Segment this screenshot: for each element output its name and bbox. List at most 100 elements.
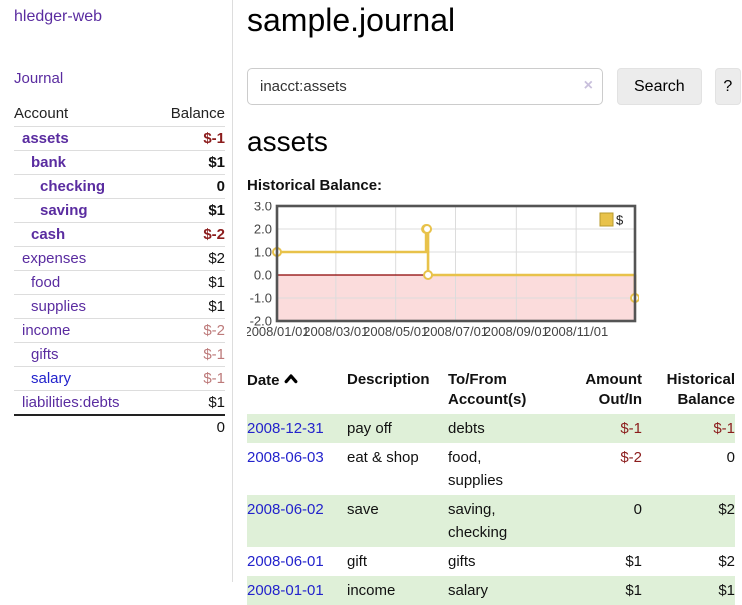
x-tick-label: 2008/07/01 <box>423 324 488 339</box>
account-balance: 0 <box>216 178 225 195</box>
account-row: income $-2 <box>14 318 225 343</box>
transaction-date-link[interactable]: 2008-06-02 <box>247 501 324 518</box>
transaction-date-cell: 2008-12-31 <box>247 414 347 443</box>
search-button[interactable]: Search <box>617 68 702 105</box>
account-row: cash $-2 <box>14 222 225 247</box>
chart-title: Historical Balance: <box>247 177 383 194</box>
brand-link[interactable]: hledger-web <box>14 8 103 25</box>
transaction-description: pay off <box>347 420 392 437</box>
transaction-date-link[interactable]: 2008-01-01 <box>247 582 324 599</box>
register-header-description: Description <box>347 371 430 388</box>
register-header-balance: Historical Balance <box>666 371 735 408</box>
account-name-cell: salary <box>14 367 153 391</box>
account-link[interactable]: food <box>31 274 61 291</box>
transaction-amount: $-1 <box>620 420 642 437</box>
search-input[interactable] <box>247 68 603 105</box>
account-link[interactable]: expenses <box>22 250 87 267</box>
legend-label: $ <box>616 213 624 228</box>
x-tick-label: 2008/01/01 <box>247 324 310 339</box>
account-balance: $2 <box>208 250 225 267</box>
transaction-balance: $2 <box>718 553 735 570</box>
account-name-cell: saving <box>14 199 153 223</box>
account-link[interactable]: saving <box>40 202 88 219</box>
register-header-accounts: To/From Account(s) <box>448 371 527 408</box>
transaction-accounts: saving, checking <box>448 501 508 541</box>
accounts-table: Account Balance assets $-1 bank $1 checking 0… <box>14 102 225 439</box>
account-balance: $-1 <box>203 346 225 363</box>
transaction-amount: $1 <box>625 553 642 570</box>
transaction-description: gift <box>347 553 368 570</box>
transaction-amount: $1 <box>625 582 642 599</box>
transaction-date-link[interactable]: 2008-12-31 <box>247 420 324 437</box>
x-tick-label: 2008/11/01 <box>544 324 608 339</box>
account-balance: $1 <box>208 202 225 219</box>
y-tick-label: 0.0 <box>254 268 272 283</box>
accounts-total-row: 0 <box>14 415 225 439</box>
account-heading: assets <box>247 126 328 157</box>
x-tick-label: 2008/09/01 <box>484 324 549 339</box>
y-tick-label: 1.0 <box>254 245 272 260</box>
data-point-marker <box>423 270 434 280</box>
transaction-description: eat & shop <box>347 449 419 466</box>
transaction-accounts: debts <box>448 420 485 437</box>
account-row: liabilities:debts $1 <box>14 390 225 416</box>
account-name-cell: cash <box>14 223 153 247</box>
transaction-accounts: gifts <box>448 553 476 570</box>
sidebar-item-journal[interactable]: Journal <box>14 70 64 87</box>
sort-ascending-icon <box>284 370 298 390</box>
x-tick-label: 2008/03/01 <box>303 324 368 339</box>
transaction-row[interactable]: 2008-12-31 pay off debts $-1 $-1 <box>247 414 735 443</box>
clear-search-icon[interactable]: × <box>583 77 593 94</box>
account-row: expenses $2 <box>14 246 225 271</box>
x-tick-label: 2008/05/01 <box>363 324 428 339</box>
account-row: bank $1 <box>14 150 225 175</box>
account-balance: $-1 <box>203 370 225 387</box>
sidebar: hledger-web Journal Account Balance asse… <box>0 0 233 582</box>
transaction-balance: $2 <box>718 501 735 518</box>
accounts-header-account: Account <box>14 105 69 122</box>
account-link[interactable]: income <box>22 322 71 339</box>
account-row: gifts $-1 <box>14 342 225 367</box>
account-balance: $1 <box>208 298 225 315</box>
transaction-date-cell: 2008-06-01 <box>247 547 347 576</box>
account-name-cell: supplies <box>14 295 153 319</box>
y-tick-label: -2.0 <box>250 314 272 329</box>
register-header-date[interactable]: Date <box>247 368 347 414</box>
transaction-date-cell: 2008-01-01 <box>247 576 347 605</box>
account-balance: $-1 <box>203 130 225 147</box>
account-link[interactable]: checking <box>40 178 106 195</box>
transaction-date-cell: 2008-06-03 <box>247 443 347 495</box>
account-link[interactable]: cash <box>31 226 66 243</box>
account-name-cell: checking <box>14 175 153 199</box>
search-bar: × Search ? <box>247 68 741 105</box>
transaction-row[interactable]: 2008-06-02 save saving, checking 0 $2 <box>247 495 735 547</box>
transaction-row[interactable]: 2008-06-03 eat & shop food, supplies $-2 0 <box>247 443 735 495</box>
account-link[interactable]: salary <box>31 370 72 387</box>
account-row: assets $-1 <box>14 126 225 151</box>
account-link[interactable]: liabilities:debts <box>22 394 120 411</box>
transaction-amount: 0 <box>633 501 642 518</box>
chart-border <box>275 204 637 323</box>
account-link[interactable]: assets <box>22 130 69 147</box>
y-tick-label: 3.0 <box>254 202 272 214</box>
transaction-date-link[interactable]: 2008-06-01 <box>247 553 324 570</box>
transaction-row[interactable]: 2008-01-01 income salary $1 $1 <box>247 576 735 605</box>
account-link[interactable]: bank <box>31 154 67 171</box>
account-balance: $1 <box>208 154 225 171</box>
transaction-date-cell: 2008-06-02 <box>247 495 347 547</box>
historical-balance-chart[interactable]: $3.0 2.0 1.0 0.0 -1.0 -2.0 2008/01/01 2008/03/0… <box>244 199 640 348</box>
account-row: food $1 <box>14 270 225 295</box>
account-link[interactable]: supplies <box>31 298 87 315</box>
transaction-row[interactable]: 2008-06-01 gift gifts $1 $2 <box>247 547 735 576</box>
account-name-cell: food <box>14 271 153 295</box>
transaction-date-link[interactable]: 2008-06-03 <box>247 449 324 466</box>
account-row: supplies $1 <box>14 294 225 319</box>
account-row: checking 0 <box>14 174 225 199</box>
accounts-total-value: 0 <box>216 419 225 436</box>
help-button[interactable]: ? <box>714 68 741 105</box>
chart-canvas: $3.0 2.0 1.0 0.0 -1.0 -2.02008/01/012008/03/0… <box>244 199 640 339</box>
account-balance: $1 <box>208 274 225 291</box>
account-link[interactable]: gifts <box>31 346 59 363</box>
account-balance: $-2 <box>203 226 225 243</box>
page-title: sample.journal <box>247 2 456 38</box>
